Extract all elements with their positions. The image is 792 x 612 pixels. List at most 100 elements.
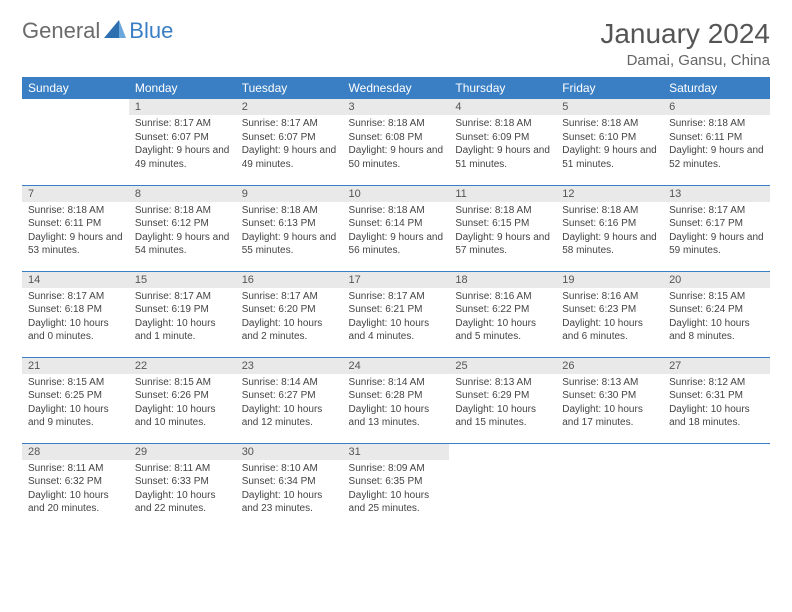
day-number: 1	[129, 99, 236, 115]
day-number: 22	[129, 358, 236, 374]
daylight-text: Daylight: 9 hours and 53 minutes.	[28, 231, 123, 258]
sunset-text: Sunset: 6:33 PM	[135, 475, 230, 489]
sunrise-text: Sunrise: 8:11 AM	[28, 462, 123, 476]
day-details: Sunrise: 8:13 AMSunset: 6:30 PMDaylight:…	[556, 374, 663, 434]
sunset-text: Sunset: 6:20 PM	[242, 303, 337, 317]
sunset-text: Sunset: 6:14 PM	[349, 217, 444, 231]
weekday-header: Wednesday	[343, 77, 450, 99]
sunset-text: Sunset: 6:22 PM	[455, 303, 550, 317]
calendar-cell: 21Sunrise: 8:15 AMSunset: 6:25 PMDayligh…	[22, 357, 129, 443]
calendar-cell: 12Sunrise: 8:18 AMSunset: 6:16 PMDayligh…	[556, 185, 663, 271]
sunrise-text: Sunrise: 8:18 AM	[455, 204, 550, 218]
month-title: January 2024	[600, 18, 770, 50]
day-details: Sunrise: 8:17 AMSunset: 6:19 PMDaylight:…	[129, 288, 236, 348]
sunset-text: Sunset: 6:10 PM	[562, 131, 657, 145]
day-number	[22, 99, 129, 103]
sunset-text: Sunset: 6:19 PM	[135, 303, 230, 317]
sunrise-text: Sunrise: 8:16 AM	[562, 290, 657, 304]
sunset-text: Sunset: 6:09 PM	[455, 131, 550, 145]
day-details: Sunrise: 8:18 AMSunset: 6:10 PMDaylight:…	[556, 115, 663, 175]
sunset-text: Sunset: 6:31 PM	[669, 389, 764, 403]
day-details: Sunrise: 8:10 AMSunset: 6:34 PMDaylight:…	[236, 460, 343, 520]
day-number: 5	[556, 99, 663, 115]
day-details: Sunrise: 8:17 AMSunset: 6:07 PMDaylight:…	[129, 115, 236, 175]
sunset-text: Sunset: 6:30 PM	[562, 389, 657, 403]
calendar-cell: 30Sunrise: 8:10 AMSunset: 6:34 PMDayligh…	[236, 443, 343, 529]
sunrise-text: Sunrise: 8:12 AM	[669, 376, 764, 390]
calendar-cell: 7 Sunrise: 8:18 AMSunset: 6:11 PMDaylight…	[22, 185, 129, 271]
sunrise-text: Sunrise: 8:15 AM	[28, 376, 123, 390]
sunset-text: Sunset: 6:08 PM	[349, 131, 444, 145]
day-number: 23	[236, 358, 343, 374]
sunrise-text: Sunrise: 8:18 AM	[28, 204, 123, 218]
daylight-text: Daylight: 9 hours and 59 minutes.	[669, 231, 764, 258]
sunset-text: Sunset: 6:27 PM	[242, 389, 337, 403]
calendar-cell: 18Sunrise: 8:16 AMSunset: 6:22 PMDayligh…	[449, 271, 556, 357]
day-number: 10	[343, 186, 450, 202]
sunset-text: Sunset: 6:15 PM	[455, 217, 550, 231]
daylight-text: Daylight: 10 hours and 0 minutes.	[28, 317, 123, 344]
day-number: 17	[343, 272, 450, 288]
day-number: 12	[556, 186, 663, 202]
calendar-cell	[556, 443, 663, 529]
calendar-cell	[449, 443, 556, 529]
daylight-text: Daylight: 10 hours and 18 minutes.	[669, 403, 764, 430]
weekday-header: Thursday	[449, 77, 556, 99]
calendar-cell: 1Sunrise: 8:17 AMSunset: 6:07 PMDaylight…	[129, 99, 236, 185]
daylight-text: Daylight: 10 hours and 6 minutes.	[562, 317, 657, 344]
calendar-cell: 16 Sunrise: 8:17 AMSunset: 6:20 PMDayligh…	[236, 271, 343, 357]
day-number: 6	[663, 99, 770, 115]
calendar-cell: 24Sunrise: 8:14 AMSunset: 6:28 PMDayligh…	[343, 357, 450, 443]
calendar-cell: 9Sunrise: 8:18 AMSunset: 6:13 PMDaylight…	[236, 185, 343, 271]
calendar-cell: 8Sunrise: 8:18 AMSunset: 6:12 PMDaylight…	[129, 185, 236, 271]
sunset-text: Sunset: 6:11 PM	[669, 131, 764, 145]
calendar-cell	[22, 99, 129, 185]
brand-part1: General	[22, 18, 100, 44]
sunrise-text: Sunrise: 8:15 AM	[135, 376, 230, 390]
day-number: 16	[236, 272, 343, 288]
sunset-text: Sunset: 6:24 PM	[669, 303, 764, 317]
calendar-cell: 26Sunrise: 8:13 AMSunset: 6:30 PMDayligh…	[556, 357, 663, 443]
day-details: Sunrise: 8:18 AMSunset: 6:15 PMDaylight:…	[449, 202, 556, 262]
sunrise-text: Sunrise: 8:13 AM	[562, 376, 657, 390]
daylight-text: Daylight: 9 hours and 57 minutes.	[455, 231, 550, 258]
sunset-text: Sunset: 6:18 PM	[28, 303, 123, 317]
daylight-text: Daylight: 10 hours and 12 minutes.	[242, 403, 337, 430]
day-details: Sunrise: 8:17 AMSunset: 6:07 PMDaylight:…	[236, 115, 343, 175]
day-number: 21	[22, 358, 129, 374]
calendar-cell: 10Sunrise: 8:18 AMSunset: 6:14 PMDayligh…	[343, 185, 450, 271]
daylight-text: Daylight: 10 hours and 2 minutes.	[242, 317, 337, 344]
day-details: Sunrise: 8:13 AMSunset: 6:29 PMDaylight:…	[449, 374, 556, 434]
sunset-text: Sunset: 6:16 PM	[562, 217, 657, 231]
daylight-text: Daylight: 10 hours and 13 minutes.	[349, 403, 444, 430]
daylight-text: Daylight: 9 hours and 51 minutes.	[562, 144, 657, 171]
daylight-text: Daylight: 9 hours and 52 minutes.	[669, 144, 764, 171]
calendar-cell: 29Sunrise: 8:11 AMSunset: 6:33 PMDayligh…	[129, 443, 236, 529]
sunrise-text: Sunrise: 8:18 AM	[669, 117, 764, 131]
day-details: Sunrise: 8:16 AMSunset: 6:23 PMDaylight:…	[556, 288, 663, 348]
sunset-text: Sunset: 6:12 PM	[135, 217, 230, 231]
sunset-text: Sunset: 6:11 PM	[28, 217, 123, 231]
day-number: 18	[449, 272, 556, 288]
day-details: Sunrise: 8:14 AMSunset: 6:27 PMDaylight:…	[236, 374, 343, 434]
day-details: Sunrise: 8:17 AMSunset: 6:18 PMDaylight:…	[22, 288, 129, 348]
day-number: 7	[22, 186, 129, 202]
day-details: Sunrise: 8:18 AMSunset: 6:13 PMDaylight:…	[236, 202, 343, 262]
day-number: 4	[449, 99, 556, 115]
brand-triangle-icon	[104, 20, 126, 43]
day-details: Sunrise: 8:11 AMSunset: 6:32 PMDaylight:…	[22, 460, 129, 520]
daylight-text: Daylight: 10 hours and 25 minutes.	[349, 489, 444, 516]
sunrise-text: Sunrise: 8:16 AM	[455, 290, 550, 304]
day-details: Sunrise: 8:18 AMSunset: 6:14 PMDaylight:…	[343, 202, 450, 262]
sunrise-text: Sunrise: 8:18 AM	[242, 204, 337, 218]
day-number: 13	[663, 186, 770, 202]
day-number: 25	[449, 358, 556, 374]
calendar-cell: 27Sunrise: 8:12 AMSunset: 6:31 PMDayligh…	[663, 357, 770, 443]
day-number: 20	[663, 272, 770, 288]
calendar-header-row: SundayMondayTuesdayWednesdayThursdayFrid…	[22, 77, 770, 99]
sunrise-text: Sunrise: 8:18 AM	[455, 117, 550, 131]
calendar-cell: 4Sunrise: 8:18 AMSunset: 6:09 PMDaylight…	[449, 99, 556, 185]
day-details: Sunrise: 8:17 AMSunset: 6:17 PMDaylight:…	[663, 202, 770, 262]
sunrise-text: Sunrise: 8:15 AM	[669, 290, 764, 304]
sunrise-text: Sunrise: 8:17 AM	[242, 290, 337, 304]
